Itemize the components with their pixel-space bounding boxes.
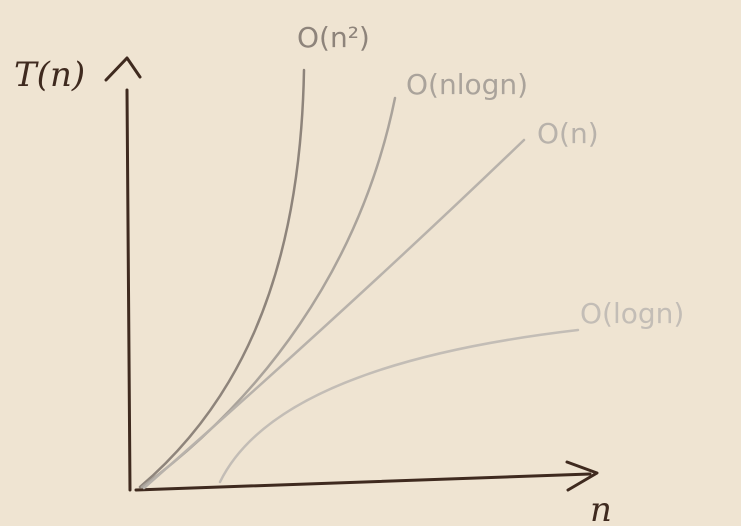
label-log: O(logn) — [580, 297, 684, 330]
label-quadratic: O(n²) — [297, 21, 370, 54]
curve-linear — [142, 138, 526, 490]
y-axis-label: T(n) — [14, 55, 85, 95]
y-axis-arrowhead — [104, 56, 142, 82]
label-linear: O(n) — [537, 117, 599, 150]
curve-quadratic — [138, 68, 306, 489]
y-axis — [125, 88, 132, 492]
x-axis-label: n — [590, 490, 612, 526]
x-axis-arrowhead — [565, 460, 599, 492]
curve-log — [218, 328, 580, 484]
label-nlogn: O(nlogn) — [406, 68, 528, 101]
x-axis — [134, 472, 592, 492]
